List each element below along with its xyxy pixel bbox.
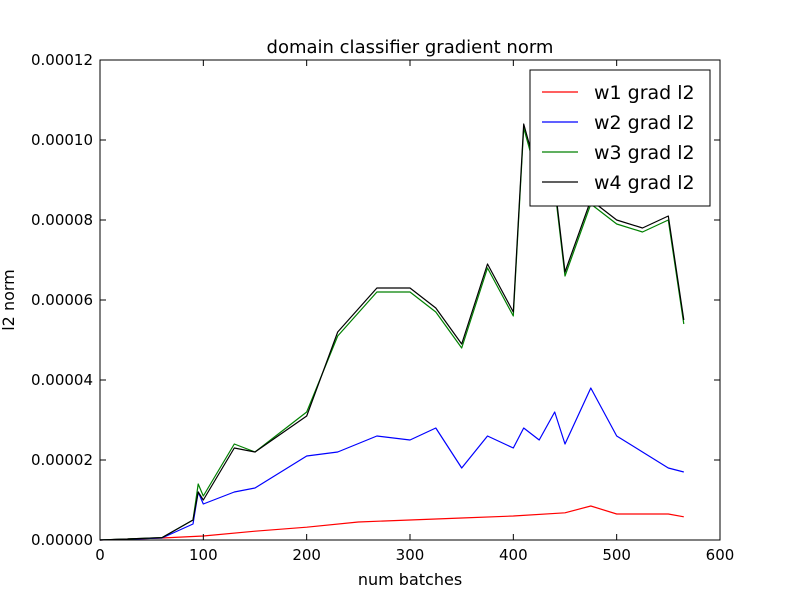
x-tick-label: 600 — [706, 546, 735, 564]
y-tick-label: 0.00010 — [31, 131, 93, 149]
y-tick-label: 0.00000 — [31, 531, 93, 549]
x-axis: 0 100 200 300 400 500 600 — [95, 60, 734, 564]
chart-title: domain classifier gradient norm — [267, 37, 554, 58]
series-line-3 — [99, 127, 685, 541]
y-tick-label: 0.00006 — [31, 291, 93, 309]
y-tick-label: 0.00002 — [31, 451, 93, 469]
x-tick-label: 500 — [602, 546, 631, 564]
x-tick-label: 300 — [396, 546, 425, 564]
legend-label: w4 grad l2 — [594, 172, 695, 194]
legend-label: w3 grad l2 — [594, 142, 695, 164]
legend-label: w2 grad l2 — [594, 112, 695, 134]
y-tick-label: 0.00004 — [31, 371, 93, 389]
x-tick-label: 0 — [95, 546, 105, 564]
plot-series — [99, 123, 685, 541]
y-tick-label: 0.00012 — [31, 51, 93, 69]
series-line-2 — [99, 387, 684, 541]
y-tick-label: 0.00008 — [31, 211, 93, 229]
legend: w1 grad l2 w2 grad l2 w3 grad l2 w4 grad l2 — [529, 69, 711, 207]
legend-box — [529, 69, 711, 207]
legend-label: w1 grad l2 — [594, 82, 695, 104]
series-line-1 — [99, 505, 684, 541]
x-tick-label: 200 — [292, 546, 321, 564]
x-tick-label: 400 — [499, 546, 528, 564]
y-axis: 0.00000 0.00002 0.00004 0.00006 0.00008 0.000… — [31, 51, 720, 549]
x-tick-label: 100 — [189, 546, 218, 564]
x-axis-label: num batches — [358, 570, 462, 589]
y-axis-label: l2 norm — [0, 269, 18, 331]
